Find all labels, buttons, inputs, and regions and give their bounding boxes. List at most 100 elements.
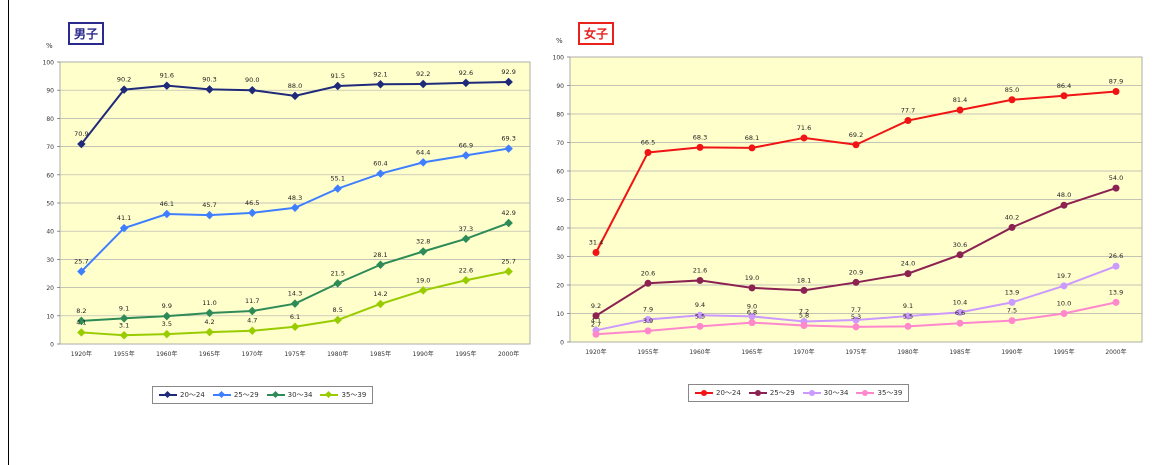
data-label: 5.3 [851,313,861,321]
data-label: 19.0 [745,274,759,282]
y-tick-label: 20 [46,285,54,292]
legend-item: 30～34 [266,390,312,400]
data-point [290,91,300,101]
data-label: 32.8 [416,238,430,246]
data-point [1060,282,1068,290]
data-point [1060,310,1068,317]
legend-label: 25～29 [233,391,259,399]
data-point [205,327,214,337]
data-point [748,144,756,152]
data-point [1112,87,1120,95]
data-point [696,322,704,330]
y-tick-label: 70 [46,144,54,151]
data-label: 26.6 [1109,252,1123,260]
data-label: 90.0 [245,76,259,84]
data-point [904,117,912,125]
data-point [1060,92,1068,100]
data-label: 22.6 [459,266,473,274]
data-label: 7.2 [799,307,809,315]
x-tick-label: 1920年 [71,350,92,358]
x-tick-label: 1965年 [199,350,220,358]
data-label: 48.3 [288,194,302,202]
data-point [1008,317,1016,325]
data-label: 71.6 [797,124,811,132]
data-label: 10.4 [953,298,967,306]
data-point [248,306,257,316]
data-point [904,312,912,320]
data-point [748,312,756,320]
data-point [77,316,86,326]
data-label: 92.6 [459,69,473,77]
data-point [504,144,513,153]
data-point [852,323,860,331]
x-tick-label: 1980年 [327,350,348,358]
y-tick-label: 100 [553,55,565,62]
data-label: 14.3 [288,290,302,298]
data-point [333,184,342,193]
data-label: 3.1 [119,321,129,329]
y-tick-label: 50 [556,197,564,204]
legend-swatch [159,391,177,399]
data-label: 31.4 [589,239,603,247]
y-axis-unit: % [556,37,563,45]
data-point [504,77,513,87]
x-tick-label: 1995年 [1053,348,1074,356]
legend-label: 35～39 [877,389,903,397]
data-label: 14.2 [373,290,387,298]
x-tick-label: 1990年 [1001,348,1022,356]
data-point [418,158,428,167]
legend-swatch [856,389,875,397]
data-point [418,247,428,256]
data-label: 5.8 [799,311,809,319]
data-label: 9.0 [747,302,757,310]
y-tick-label: 80 [556,112,564,119]
frame-border-left [8,0,9,465]
data-point [290,203,300,213]
data-label: 9.9 [162,302,172,310]
data-point [644,327,652,335]
data-label: 6.1 [290,313,300,321]
chart-male-svg: % 0 10 20 30 40 50 60 70 80 90 100 1920年 1955年 1960年 19… [43,42,531,358]
x-tick-label: 1960年 [689,348,710,356]
data-point [119,314,129,323]
legend-swatch [695,389,713,397]
data-point [1008,298,1016,306]
legend-label: 25～29 [769,389,795,397]
x-tick-label: 1990年 [413,350,434,358]
y-tick-label: 60 [556,169,564,176]
data-point [162,81,172,90]
y-tick-label: 10 [556,311,564,318]
data-point [748,319,756,327]
x-tick-label: 1985年 [370,350,391,358]
data-label: 5.5 [695,312,705,320]
data-point [461,276,471,285]
data-point [119,331,129,340]
x-tick-label: 1960年 [156,350,177,358]
data-label: 37.3 [459,225,473,233]
data-point [800,134,808,142]
chart-female-tag: 女子 [578,22,615,45]
x-tick-label: 1955年 [637,348,658,356]
data-point [333,81,342,91]
x-tick-label: 1920年 [585,348,606,356]
data-label: 88.0 [288,82,302,90]
data-point [1008,96,1016,104]
data-point [418,79,428,89]
data-label: 25.7 [501,258,515,266]
data-label: 18.1 [797,276,811,284]
data-label: 24.0 [901,260,915,268]
data-point [162,329,172,339]
data-label: 19.7 [1057,272,1071,280]
data-label: 2.7 [591,320,601,328]
data-point [248,85,257,95]
data-point [418,286,428,295]
data-label: 90.2 [117,76,131,84]
data-point [461,234,471,244]
data-label: 9.2 [591,302,601,310]
data-label: 9.1 [903,302,913,310]
data-label: 42.9 [501,209,515,217]
legend-item: 25～29 [212,390,259,400]
data-point [852,141,860,149]
legend-swatch [748,389,767,397]
data-point [504,267,513,276]
